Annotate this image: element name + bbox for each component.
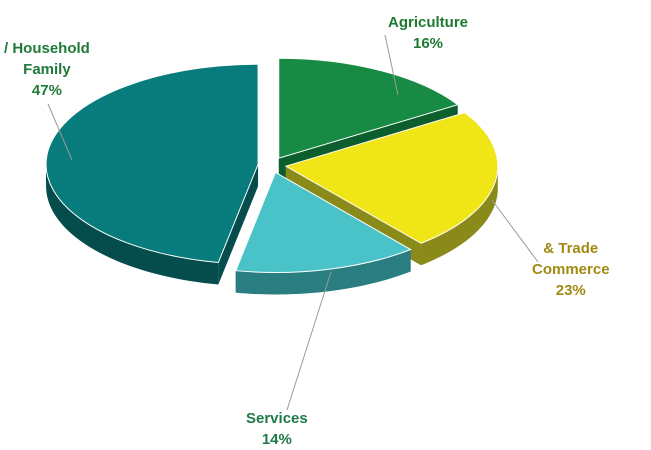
pie-tops: [45, 57, 499, 273]
label-services-name: Services: [246, 410, 308, 427]
slice-family: [45, 63, 259, 264]
label-agriculture-name: Agriculture: [388, 14, 469, 31]
leader-family: [47, 103, 73, 161]
label-commerce-value: 23%: [555, 282, 586, 299]
label-agriculture: Agriculture 16%: [388, 12, 468, 54]
leader-agriculture: [384, 34, 399, 96]
label-commerce: & Trade Commerce 23%: [532, 238, 610, 301]
slice-services-side-2: [235, 249, 411, 295]
slice-commerce-side-2: [420, 166, 498, 266]
label-agriculture-value: 16%: [412, 35, 444, 52]
label-services-value: 14%: [261, 431, 292, 448]
label-family-line2: Family: [23, 61, 71, 78]
label-family-value: 47%: [31, 82, 62, 99]
label-family: / Household Family 47%: [4, 38, 90, 101]
leader-services: [286, 271, 332, 411]
label-commerce-line2: Commerce: [532, 261, 610, 278]
slice-agriculture: [278, 57, 459, 159]
leader-lines: [47, 34, 539, 411]
slice-family-side-0: [218, 164, 259, 285]
label-services: Services 14%: [246, 408, 308, 450]
slice-commerce: [284, 112, 499, 244]
slice-services: [235, 171, 412, 273]
leader-commerce: [491, 199, 539, 263]
label-commerce-line1: & Trade: [543, 240, 599, 257]
slice-family-side-2: [46, 164, 219, 285]
label-family-line1: / Household: [4, 40, 90, 57]
